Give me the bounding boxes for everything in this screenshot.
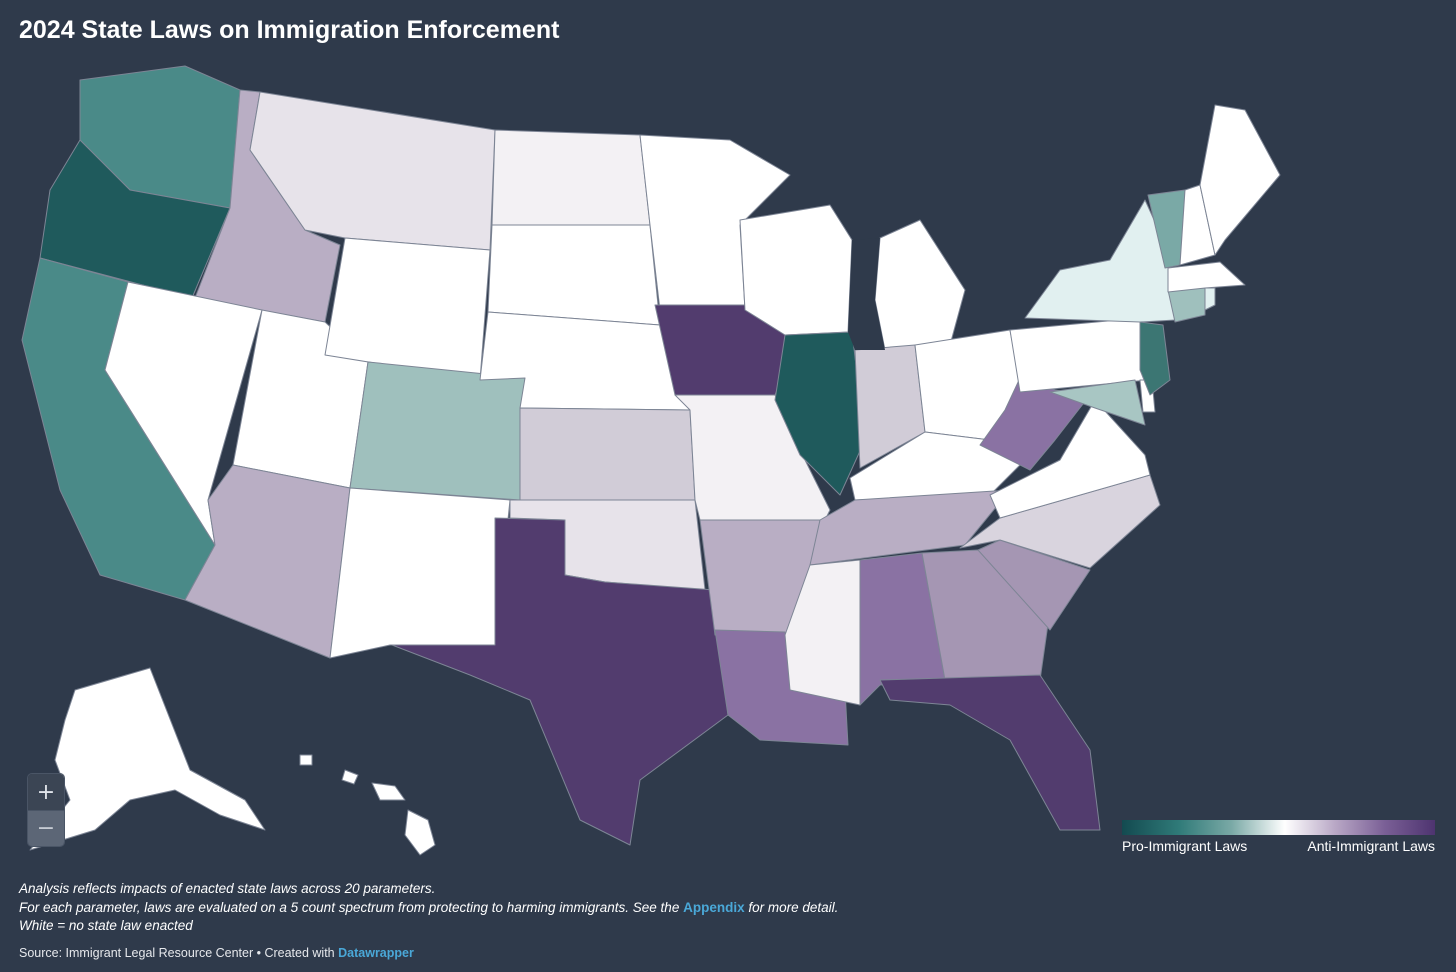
us-choropleth-map[interactable] xyxy=(0,55,1456,865)
color-legend: Pro-Immigrant Laws Anti-Immigrant Laws xyxy=(1122,820,1435,858)
state-virginia[interactable] xyxy=(989,399,1151,519)
state-massachusetts[interactable] xyxy=(1167,261,1246,293)
note-line-2-text: For each parameter, laws are evaluated o… xyxy=(19,899,680,915)
datawrapper-link[interactable]: Datawrapper xyxy=(338,946,414,960)
note-line-3: White = no state law enacted xyxy=(19,918,193,933)
state-new-jersey[interactable] xyxy=(1139,321,1171,396)
source-text: Source: Immigrant Legal Resource Center … xyxy=(19,946,335,960)
zoom-in-button[interactable]: + xyxy=(28,774,64,810)
state-south-dakota[interactable] xyxy=(487,224,661,326)
note-line-2: For each parameter, laws are evaluated o… xyxy=(19,899,838,918)
state-michigan[interactable] xyxy=(874,219,966,351)
appendix-link[interactable]: Appendix xyxy=(683,899,745,915)
state-new-mexico[interactable] xyxy=(329,487,511,659)
state-colorado[interactable] xyxy=(349,361,526,501)
state-wyoming[interactable] xyxy=(324,237,491,381)
map-title: 2024 State Laws on Immigration Enforceme… xyxy=(19,16,560,44)
state-wisconsin[interactable] xyxy=(739,204,853,336)
state-kansas[interactable] xyxy=(519,407,696,501)
note-line-2-end: for more detail. xyxy=(748,899,839,915)
legend-gradient-bar xyxy=(1122,820,1435,835)
state-alaska[interactable] xyxy=(29,667,266,851)
state-new-york[interactable] xyxy=(1024,199,1176,323)
state-maryland[interactable] xyxy=(1049,379,1146,426)
state-mississippi[interactable] xyxy=(784,559,861,706)
state-rhode-island[interactable] xyxy=(1204,287,1216,311)
source-line: Source: Immigrant Legal Resource Center … xyxy=(19,946,414,960)
state-hawaii[interactable] xyxy=(299,754,436,856)
lake-michigan xyxy=(848,238,885,350)
state-georgia[interactable] xyxy=(921,549,1051,681)
state-maine[interactable] xyxy=(1199,104,1281,256)
zoom-controls: + − xyxy=(27,773,65,847)
legend-right-label: Anti-Immigrant Laws xyxy=(1307,838,1435,854)
state-south-carolina[interactable] xyxy=(977,539,1091,631)
state-texas[interactable] xyxy=(391,517,729,846)
state-north-dakota[interactable] xyxy=(491,129,651,226)
zoom-out-button[interactable]: − xyxy=(28,810,64,846)
state-florida[interactable] xyxy=(879,674,1101,831)
map-notes: Analysis reflects impacts of enacted sta… xyxy=(19,880,838,936)
note-line-1: Analysis reflects impacts of enacted sta… xyxy=(19,881,436,896)
state-tennessee[interactable] xyxy=(809,489,1011,566)
legend-left-label: Pro-Immigrant Laws xyxy=(1122,838,1248,854)
state-connecticut[interactable] xyxy=(1167,287,1206,323)
